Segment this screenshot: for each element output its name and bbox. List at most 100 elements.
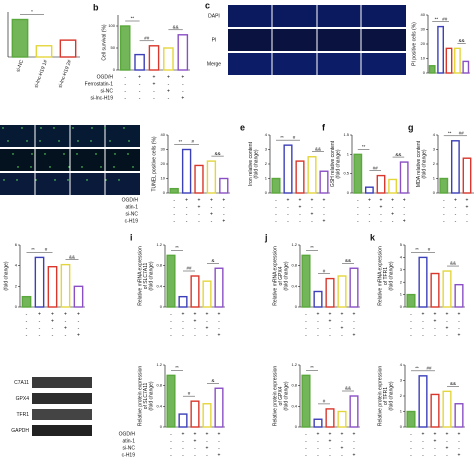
y-tick-label: 20 <box>161 161 166 166</box>
cell-dot <box>68 166 70 168</box>
y-tick-label: 1 <box>433 176 436 181</box>
treatment-sign: - <box>206 438 208 444</box>
panel-label: c <box>205 0 210 10</box>
bar-fill <box>407 411 415 427</box>
y-tick-label: 0 <box>347 190 350 195</box>
treatment-sign: - <box>26 325 28 331</box>
treatment-sign: - <box>329 332 331 338</box>
treatment-sign: - <box>223 204 225 210</box>
treatment-sign: - <box>422 445 424 451</box>
treatment-sign: - <box>206 332 208 338</box>
treatment-sign: + <box>458 452 461 458</box>
treatment-sign: + <box>353 431 356 437</box>
treatment-sign: - <box>182 445 184 451</box>
bar <box>202 280 212 308</box>
treatment-sign: - <box>443 218 445 224</box>
treatment-sign: + <box>206 325 209 331</box>
treatment-sign: - <box>458 438 460 444</box>
cell-dot <box>21 127 23 129</box>
bar <box>418 256 428 308</box>
treatment-sign: - <box>410 438 412 444</box>
treatment-sign: - <box>422 438 424 444</box>
y-tick-label: 0 <box>423 70 426 75</box>
treatment-sign: - <box>434 445 436 451</box>
treatment-sign: - <box>341 438 343 444</box>
sig-label: && <box>345 258 351 263</box>
treatment-sign: - <box>443 211 445 217</box>
panel-label: j <box>264 232 268 242</box>
treatment-sign: + <box>446 311 449 317</box>
bar <box>59 39 77 58</box>
treatment-sign: - <box>353 438 355 444</box>
treatment-sign: - <box>299 218 301 224</box>
bar-fill <box>440 178 448 193</box>
treatment-sign: - <box>353 325 355 331</box>
y-tick-label: 0 <box>433 190 436 195</box>
treatment-sign: - <box>287 218 289 224</box>
y-tick-label: 0 <box>295 424 298 429</box>
treatment-sign: + <box>329 318 332 324</box>
treatment-sign: - <box>198 218 200 224</box>
treatment-sign: + <box>434 318 437 324</box>
bar <box>190 400 200 428</box>
treatment-sign: + <box>403 218 406 224</box>
sig-label: ** <box>175 365 179 370</box>
treatment-sign: - <box>311 204 313 210</box>
treatment-sign: - <box>275 197 277 203</box>
cell-dot <box>86 179 88 181</box>
row-label: Merge <box>207 61 221 67</box>
treatment-sign: - <box>168 81 170 87</box>
sig-label: && <box>69 254 75 259</box>
x-tick-label: si-NC <box>15 59 25 73</box>
sig-label: * <box>31 9 33 14</box>
treatment-sign: + <box>311 197 314 203</box>
cell-dot <box>109 140 111 142</box>
treatment-sign: - <box>422 325 424 331</box>
y-axis-label: of GPX4 <box>278 266 284 285</box>
treatment-sign: - <box>341 452 343 458</box>
treatment-sign: - <box>198 211 200 217</box>
treatment-sign: - <box>410 431 412 437</box>
sig-label: ** <box>280 135 284 140</box>
y-axis-label: GSH relative content <box>330 140 336 187</box>
x-tick-label: si-lnc-H19 2# <box>57 59 73 89</box>
treatment-sign: - <box>170 325 172 331</box>
sig-label: ## <box>186 266 192 271</box>
treatment-sign: - <box>357 218 359 224</box>
treatment-sign: - <box>357 211 359 217</box>
treatment-sign: + <box>194 431 197 437</box>
treatment-sign: + <box>434 438 437 444</box>
treatment-sign: - <box>380 211 382 217</box>
treatment-sign: + <box>466 204 469 210</box>
bar <box>313 290 323 308</box>
bar <box>418 375 428 428</box>
treatment-sign: + <box>368 197 371 203</box>
bar-fill <box>167 375 175 427</box>
sig-label: ** <box>310 365 314 370</box>
y-tick-label: 40 <box>421 12 426 17</box>
treatment-sign: - <box>78 325 80 331</box>
treatment-sign: - <box>422 318 424 324</box>
sig-label: ## <box>144 35 150 40</box>
y-axis-label: PI positive cells (%) <box>411 22 417 66</box>
bar <box>163 47 174 71</box>
treatment-sign: + <box>317 311 320 317</box>
bar <box>283 144 293 194</box>
y-axis-label: Relative mRNA expression <box>377 246 383 306</box>
treatment-sign: + <box>458 311 461 317</box>
treatment-sign: - <box>305 445 307 451</box>
treatment-sign: - <box>446 332 448 338</box>
cell-dot <box>17 166 19 168</box>
treatment-sign: - <box>182 81 184 87</box>
treatment-sign: - <box>357 204 359 210</box>
y-tick-label: 2 <box>433 161 436 166</box>
treatment-sign: - <box>139 95 141 101</box>
y-tick-label: 0.5 <box>343 171 349 176</box>
treatment-sign: - <box>186 211 188 217</box>
y-tick-label: 0 <box>400 424 403 429</box>
treatment-sign: + <box>329 431 332 437</box>
treatment-sign: + <box>422 311 425 317</box>
treatment-sign: - <box>410 452 412 458</box>
y-tick-label: 0 <box>400 304 403 309</box>
y-axis-label: (fold change) <box>283 381 289 411</box>
